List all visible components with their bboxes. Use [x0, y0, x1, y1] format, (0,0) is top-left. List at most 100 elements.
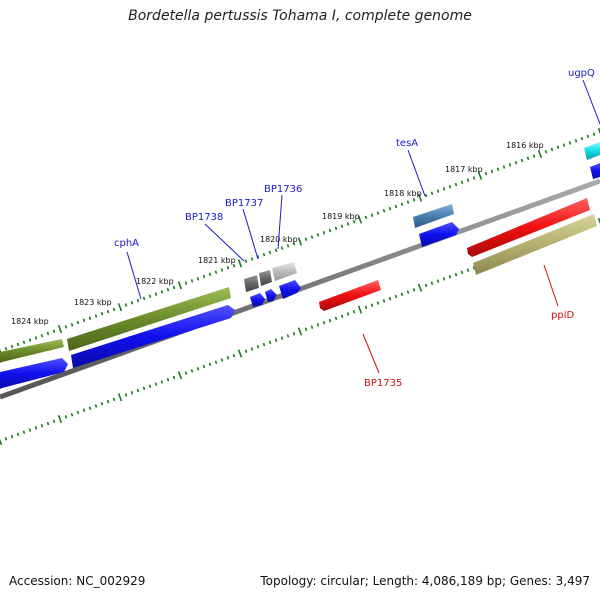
tick-mark	[76, 320, 80, 325]
tick-mark	[430, 281, 434, 286]
tick-mark	[136, 388, 140, 393]
tick-mark	[328, 318, 332, 323]
label-ugpQ[interactable]: ugpQ	[568, 68, 595, 79]
tick-mark	[424, 283, 428, 288]
tick-mark	[130, 301, 134, 305]
tick-mark	[94, 314, 98, 318]
tick-mark	[484, 171, 488, 176]
tick-mark	[382, 299, 386, 303]
tick-mark	[148, 294, 152, 299]
tick-mark	[100, 402, 104, 406]
tick-mark	[322, 320, 326, 325]
tick-mark	[454, 272, 458, 277]
cds-BP1737[interactable]	[265, 289, 277, 302]
tick-mark	[562, 143, 566, 147]
tick-mark	[310, 325, 314, 329]
tick-mark	[237, 349, 243, 358]
gene-ugpQ[interactable]	[584, 142, 600, 160]
tick-mark	[100, 312, 104, 316]
tick-mark	[340, 224, 344, 228]
tick-mark	[550, 147, 554, 152]
tick-mark	[208, 362, 212, 367]
tick-mark	[52, 329, 56, 334]
tick-mark	[514, 160, 518, 165]
tick-mark	[202, 364, 206, 369]
gene-ppiD[interactable]	[473, 214, 597, 275]
tick-mark	[82, 318, 86, 323]
tick-mark	[88, 406, 92, 410]
leader-BP1736	[277, 194, 283, 250]
scale-label: 1819 kbp	[322, 212, 360, 221]
tick-mark	[346, 312, 350, 316]
tick-mark	[88, 316, 92, 320]
tick-mark	[154, 292, 158, 296]
tick-mark	[220, 268, 224, 272]
cds-left-edge[interactable]	[0, 358, 68, 389]
tick-mark	[340, 314, 344, 318]
tick-mark	[226, 266, 230, 270]
gene-left-edge-olive[interactable]	[0, 339, 64, 363]
tick-mark	[10, 434, 14, 439]
leader-lines	[126, 79, 600, 374]
tick-mark	[28, 338, 32, 342]
gene-BP1735[interactable]	[319, 280, 381, 311]
tick-mark	[417, 193, 423, 202]
gene-BP1738[interactable]	[244, 275, 259, 292]
tick-mark	[202, 274, 206, 279]
label-BP1738[interactable]: BP1738	[185, 212, 223, 223]
tick-mark	[334, 316, 338, 321]
tick-mark	[172, 375, 176, 380]
tick-mark	[400, 292, 404, 297]
tick-mark	[472, 266, 476, 270]
tick-mark	[10, 344, 14, 349]
tick-mark	[442, 277, 446, 281]
tick-mark	[508, 163, 512, 167]
label-BP1735[interactable]: BP1735	[364, 378, 402, 389]
tick-mark	[436, 189, 440, 193]
tick-mark	[597, 127, 600, 135]
tick-mark	[297, 237, 303, 246]
tick-mark	[130, 391, 134, 395]
scale-label: 1822 kbp	[136, 277, 174, 286]
tick-mark	[214, 360, 218, 364]
tick-mark	[304, 327, 308, 332]
gene-tesA[interactable]	[413, 204, 454, 228]
tick-mark	[256, 255, 260, 259]
gene-cphA[interactable]	[67, 287, 231, 351]
tick-mark	[394, 294, 398, 299]
cds-BP1736[interactable]	[279, 280, 301, 299]
gene-BP1736[interactable]	[272, 262, 297, 281]
tick-mark	[352, 220, 356, 224]
tick-mark	[274, 248, 278, 253]
cds-BP1738[interactable]	[250, 293, 265, 307]
tick-mark	[124, 393, 128, 397]
cds-cphA[interactable]	[71, 305, 235, 368]
tick-mark	[4, 437, 8, 441]
tick-mark	[430, 191, 434, 196]
cds-ugpQ[interactable]	[590, 163, 600, 179]
tick-mark	[268, 250, 272, 255]
scale-label: 1823 kbp	[74, 298, 112, 307]
tick-mark	[82, 408, 86, 413]
label-BP1736[interactable]: BP1736	[264, 184, 302, 195]
cds-tesA[interactable]	[419, 222, 459, 247]
label-tesA[interactable]: tesA	[396, 138, 418, 149]
genome-summary-text: Topology: circular; Length: 4,086,189 bp…	[260, 574, 590, 588]
label-cphA[interactable]: cphA	[114, 238, 139, 249]
label-BP1737[interactable]: BP1737	[225, 198, 263, 209]
tick-mark	[160, 380, 164, 384]
tick-mark	[196, 366, 200, 371]
tick-mark	[586, 134, 590, 139]
tick-mark	[220, 358, 224, 362]
gene-BP1737[interactable]	[259, 270, 272, 286]
tick-mark	[52, 419, 56, 424]
upper-tick-track	[0, 127, 600, 356]
gene-red-right[interactable]	[467, 198, 590, 257]
tick-mark	[70, 322, 74, 327]
label-ppiD[interactable]: ppiD	[551, 310, 574, 321]
tick-mark	[388, 206, 392, 211]
tick-mark	[448, 184, 452, 189]
tick-mark	[580, 136, 584, 141]
tick-mark	[190, 369, 194, 373]
tick-mark	[454, 182, 458, 187]
